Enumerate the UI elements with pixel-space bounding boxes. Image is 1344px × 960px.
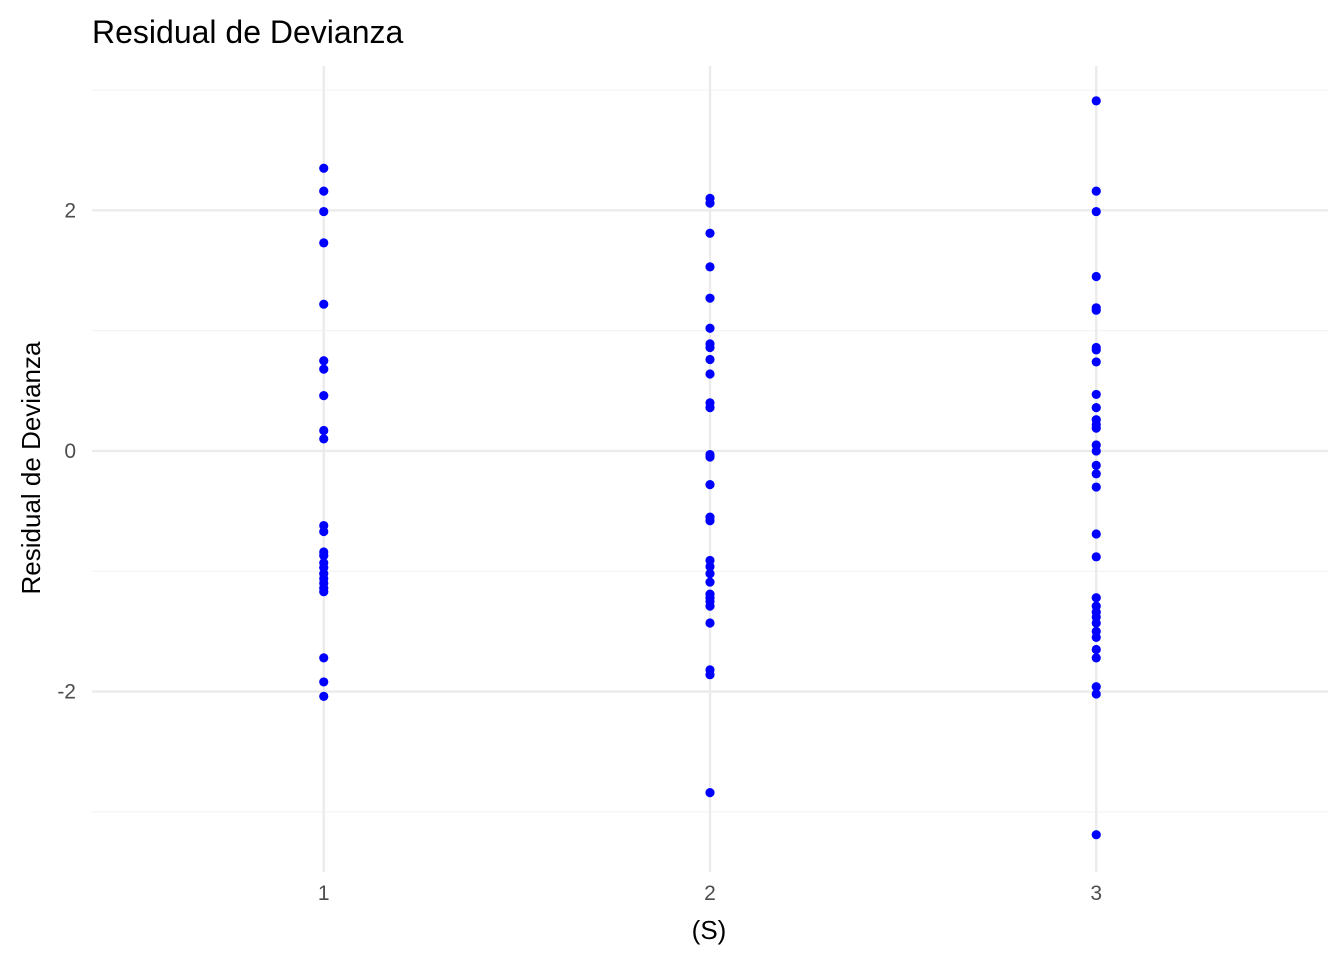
data-point	[1091, 682, 1101, 692]
data-point	[705, 480, 715, 490]
data-point	[1091, 460, 1101, 470]
data-point	[1091, 389, 1101, 400]
data-point	[705, 293, 715, 303]
major-gridlines	[92, 66, 1328, 872]
x-tick-labels: 1 2 3	[318, 882, 1102, 905]
data-point	[1091, 403, 1101, 413]
data-point	[1091, 689, 1101, 699]
data-point	[1091, 644, 1101, 655]
data-point	[319, 206, 329, 217]
y-tick-label: 2	[64, 199, 76, 222]
data-point	[319, 238, 329, 248]
data-point	[1091, 186, 1101, 196]
y-tick-label: -2	[57, 681, 76, 704]
data-point	[319, 163, 329, 173]
data-point	[1091, 593, 1101, 603]
data-point	[1091, 206, 1101, 217]
data-point	[319, 356, 329, 366]
data-point	[319, 653, 329, 663]
data-point	[319, 677, 329, 687]
data-point	[1091, 482, 1101, 492]
x-axis-title: (S)	[692, 915, 727, 945]
data-point	[705, 569, 715, 579]
data-point	[705, 670, 715, 680]
data-point	[1091, 357, 1101, 367]
x-tick-label: 3	[1090, 882, 1102, 905]
data-point	[1091, 618, 1101, 628]
data-point	[1091, 271, 1101, 282]
x-tick-label: 2	[704, 882, 716, 905]
data-point	[1091, 345, 1101, 355]
data-point	[319, 364, 329, 374]
data-point	[1091, 653, 1101, 663]
data-points	[319, 96, 1101, 840]
data-point	[1091, 552, 1101, 562]
data-point	[705, 342, 715, 353]
data-point	[1091, 830, 1101, 840]
data-point	[705, 577, 715, 587]
data-point	[705, 601, 715, 611]
data-point	[705, 618, 715, 628]
data-point	[705, 198, 715, 208]
data-point	[319, 425, 329, 436]
data-point	[705, 369, 715, 379]
data-point	[319, 551, 329, 561]
data-point	[319, 587, 329, 597]
data-point	[319, 391, 329, 401]
data-point	[319, 186, 329, 196]
data-point	[1091, 632, 1101, 643]
data-point	[705, 788, 715, 798]
x-tick-label: 1	[318, 882, 330, 905]
y-axis-title: Residual de Devianza	[16, 341, 46, 594]
data-point	[705, 228, 715, 238]
data-point	[1091, 469, 1101, 479]
data-point	[319, 691, 329, 701]
data-point	[1091, 423, 1101, 433]
data-point	[319, 434, 329, 444]
data-point	[1091, 529, 1101, 539]
y-tick-labels: -2 0 2	[57, 199, 76, 703]
data-point	[705, 262, 715, 272]
data-point	[705, 452, 715, 462]
data-point	[319, 299, 329, 309]
data-point	[319, 526, 329, 537]
chart-title: Residual de Devianza	[92, 14, 404, 50]
data-point	[705, 403, 715, 413]
data-point	[705, 354, 715, 365]
data-point	[1091, 446, 1101, 456]
data-point	[1091, 96, 1101, 106]
y-tick-label: 0	[64, 440, 76, 463]
data-point	[705, 561, 715, 572]
data-point	[1091, 305, 1101, 315]
data-point	[705, 516, 715, 526]
data-point	[705, 323, 715, 333]
